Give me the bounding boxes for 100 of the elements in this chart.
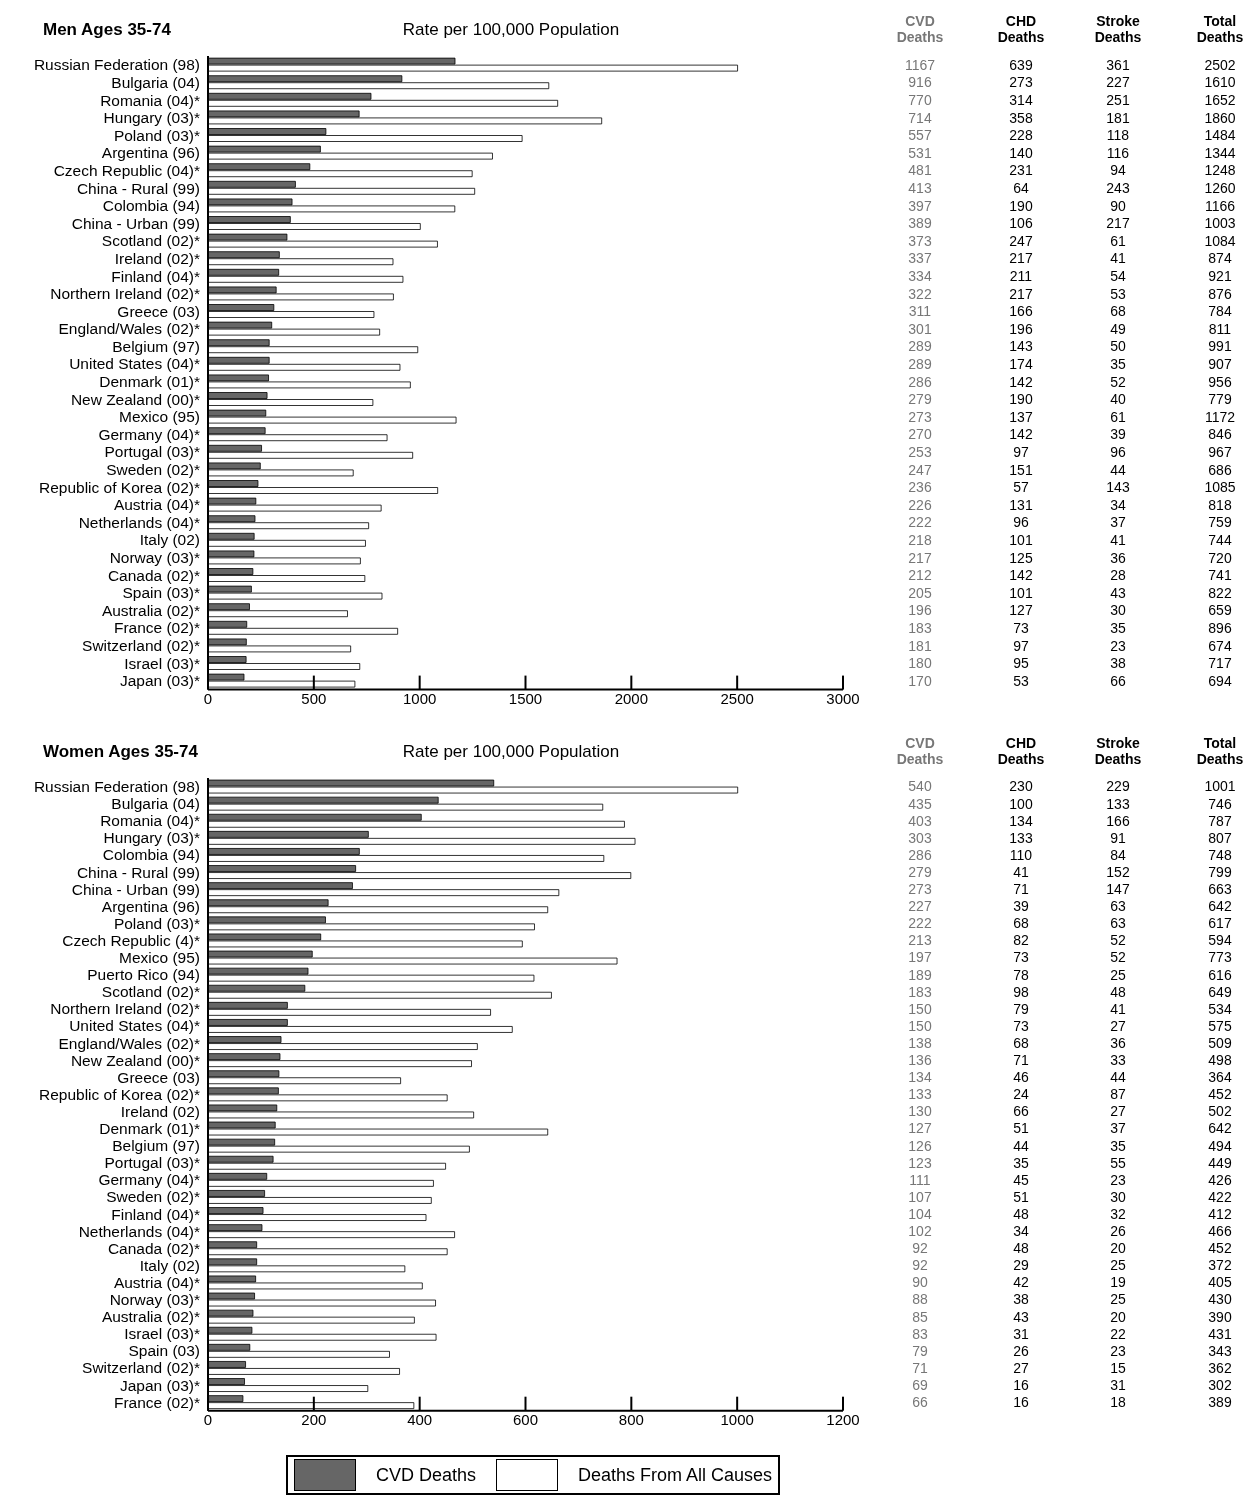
data-label: 289 (908, 355, 932, 372)
data-label: 1344 (1204, 144, 1236, 161)
y-tick-label: Hungary (03)* (103, 109, 200, 127)
data-label: 136 (908, 1051, 932, 1068)
y-tick-label: Japan (03)* (119, 1376, 200, 1394)
data-label: 426 (1208, 1171, 1232, 1188)
data-label: 1260 (1204, 179, 1236, 196)
data-label: 759 (1208, 514, 1232, 531)
data-label: 784 (1208, 303, 1232, 320)
data-label: 137 (1009, 408, 1033, 425)
data-label: 435 (908, 795, 932, 812)
data-label: 68 (1013, 1034, 1029, 1051)
data-label: 37 (1110, 514, 1126, 531)
data-label: 217 (908, 549, 932, 566)
y-tick-label: China - Urban (99) (71, 214, 200, 232)
data-label: 118 (1106, 127, 1130, 144)
x-tick-label: Total Deaths (1195, 734, 1245, 767)
y-tick-label: Sweden (02)* (106, 461, 200, 479)
y-tick-label: Norway (03)* (109, 549, 200, 567)
data-label: 71 (1013, 880, 1029, 897)
data-label: 779 (1208, 391, 1232, 408)
x-tick-label: 1200 (826, 1410, 860, 1428)
data-label: 303 (908, 829, 932, 846)
data-label: 361 (1106, 56, 1130, 73)
data-label: 397 (908, 197, 932, 214)
data-label: 20 (1110, 1308, 1126, 1325)
data-label: 73 (1013, 1017, 1029, 1034)
data-label: 197 (908, 949, 932, 966)
data-label: 189 (908, 966, 932, 983)
x-tick-label: Stroke Deaths (1093, 13, 1143, 45)
data-label: 41 (1110, 1000, 1126, 1017)
data-label: 876 (1208, 285, 1232, 302)
data-label: 84 (1110, 846, 1126, 863)
data-label: 46 (1013, 1068, 1029, 1085)
y-tick-label: Israel (03)* (124, 1324, 200, 1342)
data-label: 27 (1110, 1017, 1126, 1034)
x-tick-label: 400 (407, 1410, 433, 1428)
data-label: 53 (1110, 285, 1126, 302)
data-label: 770 (908, 91, 932, 108)
data-label: 231 (1009, 162, 1033, 179)
data-label: 52 (1110, 931, 1126, 948)
data-label: 35 (1013, 1154, 1029, 1171)
data-label: 213 (908, 931, 932, 948)
data-label: 150 (908, 1000, 932, 1017)
data-label: 68 (1013, 914, 1029, 931)
data-label: 25 (1110, 1291, 1126, 1308)
x-tick-label: 800 (618, 1410, 644, 1428)
y-tick-label: Romania (04)* (100, 91, 200, 109)
x-tick-label: Stroke Deaths (1093, 734, 1143, 767)
y-tick-label: Portugal (03)* (104, 1153, 200, 1171)
data-label: 1167 (904, 56, 936, 73)
data-label: 412 (1208, 1205, 1232, 1222)
data-label: 61 (1110, 232, 1126, 249)
data-label: 2502 (1204, 56, 1236, 73)
data-label: 362 (1208, 1359, 1232, 1376)
data-label: 389 (908, 215, 932, 232)
data-label: 79 (1013, 1000, 1029, 1017)
data-label: 956 (1208, 373, 1232, 390)
data-label: 26 (1013, 1342, 1029, 1359)
y-tick-label: Greece (03) (117, 1068, 200, 1086)
data-label: 63 (1110, 897, 1126, 914)
data-label: 87 (1110, 1085, 1126, 1102)
y-tick-label: Netherlands (04)* (78, 1222, 200, 1240)
data-label: 991 (1208, 338, 1232, 355)
data-label: 134 (908, 1068, 932, 1085)
data-label: 82 (1013, 931, 1029, 948)
data-label: 123 (908, 1154, 932, 1171)
x-tick-label: 600 (512, 1410, 539, 1428)
data-label: 502 (1208, 1102, 1232, 1119)
data-label: 39 (1110, 426, 1126, 443)
data-label: 226 (908, 496, 932, 513)
data-label: 35 (1110, 1137, 1126, 1154)
data-label: 30 (1110, 1188, 1126, 1205)
y-tick-label: Argentina (96) (101, 897, 200, 915)
data-label: 30 (1110, 602, 1126, 619)
y-tick-label: Northern Ireland (02)* (50, 999, 200, 1017)
data-label: 273 (908, 408, 932, 425)
data-label: 222 (908, 914, 932, 931)
data-label: 100 (1009, 795, 1033, 812)
data-label: 301 (908, 320, 932, 337)
x-tick-label: 0 (203, 690, 213, 708)
y-tick-label: Mexico (95) (119, 948, 200, 966)
data-label: 741 (1208, 567, 1232, 584)
data-label: 166 (1106, 812, 1130, 829)
data-label: 53 (1013, 672, 1029, 689)
data-label: 45 (1013, 1171, 1029, 1188)
x-tick-label: 1000 (720, 1410, 754, 1428)
y-tick-label: Bulgaria (04) (111, 794, 200, 812)
data-label: 133 (1106, 795, 1130, 812)
data-label: 50 (1110, 338, 1126, 355)
data-label: 452 (1208, 1085, 1232, 1102)
data-label: 96 (1110, 443, 1126, 460)
data-label: 134 (1009, 812, 1033, 829)
data-label: 717 (1208, 655, 1232, 672)
data-label: 279 (908, 863, 932, 880)
data-label: 44 (1013, 1137, 1029, 1154)
data-label: 69 (912, 1376, 928, 1393)
x-tick-label: 0 (203, 1410, 213, 1428)
y-tick-label: Hungary (03)* (103, 828, 200, 846)
data-label: 19 (1110, 1273, 1126, 1290)
